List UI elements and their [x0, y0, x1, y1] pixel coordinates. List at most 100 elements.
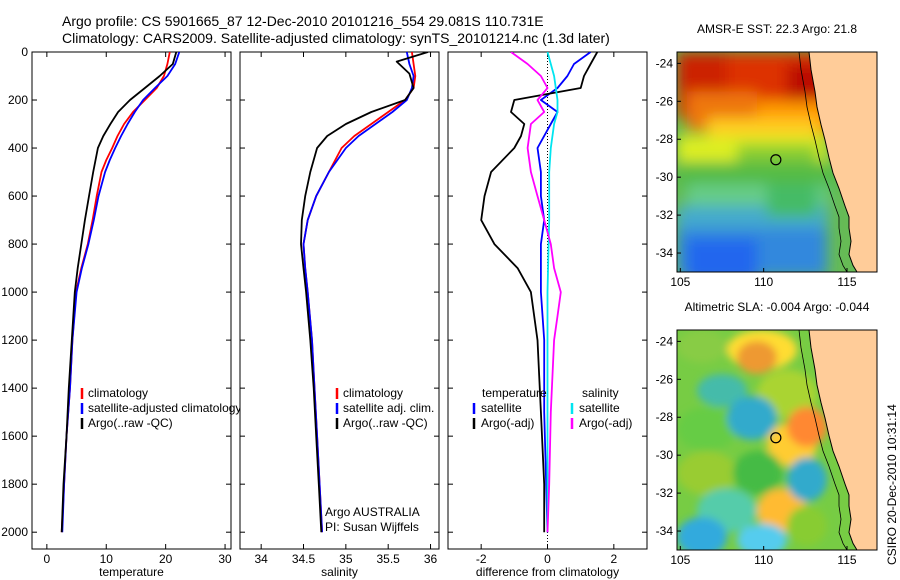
shelf-contour	[798, 330, 848, 550]
legend-heading: salinity	[582, 386, 619, 400]
y-tick-label: 1000	[1, 285, 28, 299]
y-tick-label: -26	[656, 372, 674, 386]
x-tick-label: 110	[754, 553, 773, 567]
x-tick-label: 10	[100, 552, 114, 566]
legend-label: Argo(-adj)	[481, 416, 534, 430]
map-field	[677, 52, 877, 272]
profile-title: Argo profile: CS 5901665_87 12-Dec-2010 …	[62, 13, 544, 29]
y-tick-label: -24	[656, 56, 674, 70]
x-tick-label: 105	[670, 275, 690, 289]
y-tick-label: -24	[656, 334, 674, 348]
series-line-black	[480, 52, 599, 533]
annotation-text: PI: Susan Wijffels	[325, 520, 419, 534]
anomaly-patch	[677, 451, 737, 495]
y-tick-label: 0	[21, 45, 28, 59]
land-mass	[808, 330, 877, 550]
series-line-black	[300, 52, 429, 533]
x-tick-label: 115	[837, 275, 856, 289]
legend-label: climatology	[343, 386, 403, 400]
legend-heading: temperature	[482, 386, 547, 400]
argo-location-marker	[770, 154, 782, 166]
climatology-title: Climatology: CARS2009. Satellite-adjuste…	[62, 30, 610, 46]
shelf-contour	[798, 52, 848, 272]
legend-label: Argo(..raw -QC)	[343, 416, 428, 430]
x-tick-label: 105	[670, 553, 690, 567]
profile-panel-0: 0 10 20 30 temperature 0 200 400 600 800 1000 1200 1…	[1, 45, 241, 579]
anomaly-patch	[677, 407, 737, 451]
y-tick-label: 1600	[1, 429, 28, 443]
anomaly-patch	[737, 341, 777, 374]
series-line-magenta	[510, 52, 562, 533]
x-axis-label: temperature	[99, 565, 164, 579]
map-title: AMSR-E SST: 22.3 Argo: 21.8	[697, 22, 857, 36]
x-axis-label: salinity	[321, 565, 358, 579]
y-tick-label: 400	[8, 141, 28, 155]
y-tick-label: -30	[656, 448, 674, 462]
x-tick-label: 110	[754, 275, 773, 289]
y-tick-label: 800	[8, 237, 28, 251]
x-tick-label: 36	[424, 552, 438, 566]
map-frame	[676, 329, 878, 551]
legend-label: Argo(..raw -QC)	[88, 416, 173, 430]
map-field	[677, 330, 877, 550]
series-line-blue	[61, 52, 181, 533]
legend-label: climatology	[88, 386, 148, 400]
x-tick-label: 0	[544, 552, 551, 566]
y-tick-label: -28	[656, 132, 674, 146]
argo-location-marker	[770, 432, 782, 444]
map-blobs	[677, 52, 877, 272]
y-tick-label: 1400	[1, 381, 28, 395]
land-mass	[808, 52, 877, 272]
series-line-blue	[536, 52, 592, 533]
y-tick-label: 600	[8, 189, 28, 203]
side-stamp: CSIRO 20-Dec-2010 10:31:14	[885, 404, 899, 565]
anomaly-patch	[727, 396, 777, 440]
y-tick-label: -32	[656, 486, 674, 500]
series-group	[480, 52, 599, 533]
profile-panels: 0 10 20 30temperature0200400600800100012001…	[1, 45, 648, 579]
map-blobs	[677, 330, 827, 550]
annotation-text: Argo AUSTRALIA	[325, 505, 420, 519]
legend-label: satellite-adjusted climatology	[88, 401, 241, 415]
temperature-patch	[687, 239, 757, 272]
y-tick-label: -28	[656, 410, 674, 424]
x-axis-label: difference from climatology	[476, 565, 619, 579]
x-tick-label: 34	[254, 552, 268, 566]
map-frame	[676, 51, 878, 273]
y-tick-label: -34	[656, 246, 674, 260]
anomaly-patch	[733, 451, 783, 495]
x-tick-label: 35	[339, 552, 353, 566]
x-tick-label: 35.5	[377, 552, 401, 566]
panel-frame	[239, 51, 440, 550]
x-tick-label: 2	[610, 552, 617, 566]
y-tick-label: -26	[656, 94, 674, 108]
x-tick-label: 34.5	[292, 552, 316, 566]
series-line-cyan	[546, 52, 559, 533]
x-tick-label: 20	[159, 552, 173, 566]
y-tick-label: 2000	[1, 525, 28, 539]
y-tick-label: -32	[656, 208, 674, 222]
anomaly-patch	[787, 457, 827, 502]
y-tick-label: -30	[656, 170, 674, 184]
x-tick-label: 115	[837, 553, 856, 567]
series-line-blue	[302, 52, 415, 533]
x-tick-label: -2	[476, 552, 487, 566]
anomaly-patch	[677, 330, 727, 363]
map-panel-0: AMSR-E SST: 22.3 Argo: 21.8 105 110 115 -24 -…	[656, 22, 878, 289]
x-tick-label: 30	[218, 552, 232, 566]
series-group	[60, 52, 181, 533]
anomaly-patch	[697, 374, 747, 407]
x-tick-label: 0	[44, 552, 51, 566]
y-tick-label: 1200	[1, 333, 28, 347]
legend-label: satellite adj. clim.	[343, 401, 434, 415]
anomaly-patch	[737, 523, 787, 550]
y-tick-label: 1800	[1, 477, 28, 491]
panel-frame	[31, 51, 232, 550]
series-line-black	[60, 52, 178, 533]
y-tick-label: -34	[656, 524, 674, 538]
legend-label: Argo(-adj)	[579, 416, 632, 430]
temperature-patch	[767, 184, 817, 217]
series-group	[300, 52, 429, 533]
anomaly-patch	[787, 407, 827, 447]
